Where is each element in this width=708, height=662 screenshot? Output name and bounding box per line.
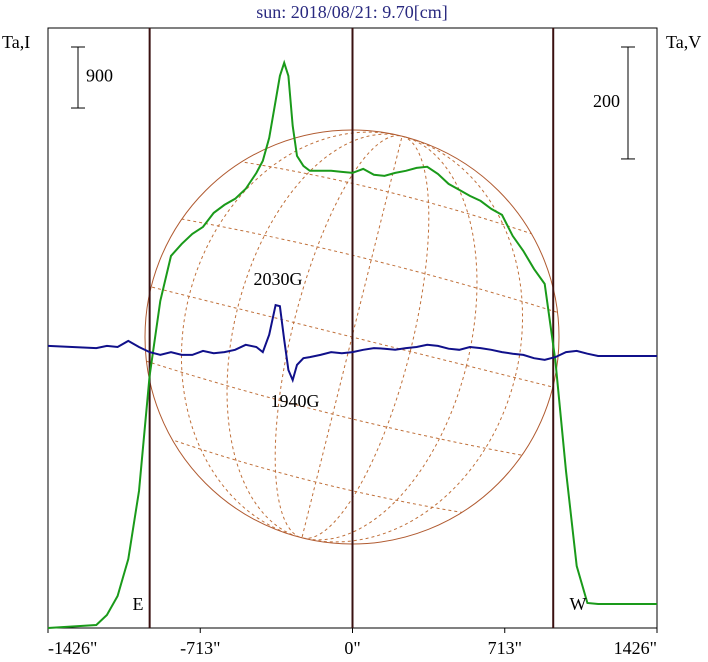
chart-title: sun: 2018/08/21: 9.70[cm] [256, 2, 448, 22]
scale-bar [621, 46, 635, 160]
annotation: E [133, 594, 144, 614]
scale-bar-label: 200 [593, 91, 620, 111]
y-axis-label: Ta,I [2, 32, 30, 52]
x-tick-label: 713" [488, 638, 522, 658]
scale-bar [71, 46, 85, 109]
series-line [47, 59, 657, 629]
x-tick-label: -1426" [48, 638, 97, 658]
solar-globe [112, 126, 597, 554]
y2-axis-label: Ta,V [666, 32, 701, 52]
annotation: 1940G [271, 391, 320, 411]
x-tick-label: -713" [180, 638, 220, 658]
scale-bar-label: 900 [86, 66, 113, 86]
series-line [47, 303, 657, 384]
annotation: W [570, 594, 587, 614]
x-tick-label: 0" [344, 638, 360, 658]
annotation: 2030G [254, 269, 303, 289]
x-tick-label: 1426" [614, 638, 657, 658]
